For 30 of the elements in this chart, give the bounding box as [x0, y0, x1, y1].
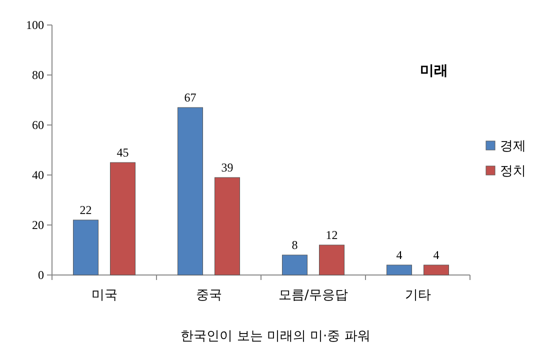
bar	[110, 162, 136, 276]
y-tick-label: 60	[32, 118, 44, 132]
bar	[282, 254, 308, 276]
y-tick-label: 0	[38, 268, 44, 282]
data-label: 12	[326, 228, 338, 242]
bar	[73, 220, 98, 276]
x-tick-label: 미국	[91, 288, 118, 303]
text: 한국인이 보는 미래의 미·중 파워	[180, 329, 370, 344]
bar	[424, 264, 449, 276]
x-tick-label: 기타	[404, 288, 431, 303]
bar	[214, 177, 240, 276]
data-label: 67	[184, 90, 196, 104]
y-tick-label: 80	[32, 68, 44, 82]
bar	[178, 107, 203, 276]
data-label: 39	[221, 160, 234, 174]
x-tick-label: 중국	[196, 288, 222, 303]
text: 미래	[420, 63, 448, 79]
y-tick-label: 20	[32, 218, 44, 232]
data-label: 8	[292, 238, 298, 252]
legend-label: 경제	[500, 139, 526, 154]
data-label: 4	[396, 248, 402, 262]
data-label: 22	[80, 203, 92, 217]
data-label: 4	[433, 248, 440, 262]
data-label: 45	[116, 146, 129, 160]
bar	[319, 244, 344, 276]
y-tick-label: 40	[32, 168, 44, 182]
legend-label: 정치	[500, 164, 526, 179]
x-tick-label: 모름/무응답	[278, 288, 348, 303]
bar	[386, 264, 412, 276]
y-tick-label: 100	[26, 18, 44, 32]
